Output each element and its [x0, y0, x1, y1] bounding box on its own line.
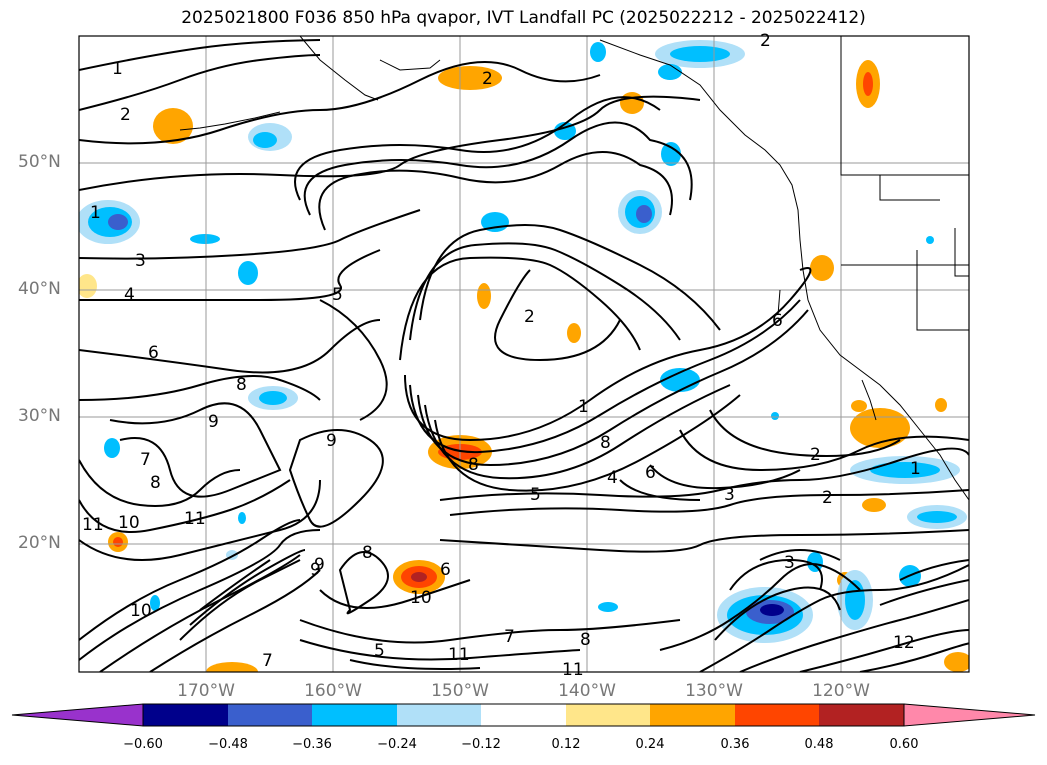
colorbar-segment	[566, 704, 650, 726]
colorbar-segment	[650, 704, 735, 726]
plot-frame	[78, 35, 970, 673]
colorbar-tick-label: 0.36	[720, 737, 750, 752]
contour-label: 9	[310, 560, 321, 580]
colorbar-extend-low	[11, 703, 144, 727]
lon-label-130w: 130°W	[685, 681, 743, 701]
contour-label: 12	[893, 633, 915, 653]
contour-label: 11	[82, 515, 104, 535]
lat-label-20n: 20°N	[18, 533, 61, 553]
contour-label: 6	[645, 463, 656, 483]
colorbar-tick-label: 0.12	[551, 737, 581, 752]
lon-label-170w: 170°W	[177, 681, 235, 701]
lon-label-160w: 160°W	[304, 681, 362, 701]
contour-label: 2	[822, 488, 833, 508]
contour-label: 7	[504, 627, 515, 647]
contour-label: 1	[910, 459, 921, 479]
colorbar-segment	[312, 704, 397, 726]
contour-label: 8	[600, 433, 611, 453]
colorbar-extend-high	[903, 703, 1036, 727]
contour-label: 10	[118, 513, 140, 533]
contour-label: 2	[120, 105, 131, 125]
lat-label-30n: 30°N	[18, 406, 61, 426]
contour-label: 2	[810, 445, 821, 465]
contour-label: 5	[374, 641, 385, 661]
contour-label: 1	[578, 397, 589, 417]
contour-label: 11	[184, 509, 206, 529]
negative-anomaly-shading	[79, 40, 967, 643]
lat-label-50n: 50°N	[18, 152, 61, 172]
contour-label: 6	[148, 343, 159, 363]
coastlines	[179, 36, 969, 501]
colorbar-outline	[142, 703, 905, 727]
contour-label: 8	[236, 375, 247, 395]
colorbar-tick-label: −0.48	[208, 737, 248, 752]
contour-label: 4	[607, 468, 618, 488]
contour-label: 5	[332, 285, 343, 305]
lat-label-40n: 40°N	[18, 279, 61, 299]
contour-label: 11	[562, 660, 584, 680]
contour-label: 2	[760, 31, 771, 51]
colorbar-segment	[481, 704, 566, 726]
lon-label-120w: 120°W	[812, 681, 870, 701]
ivt-contours	[79, 39, 969, 672]
colorbar-tick-label: −0.60	[123, 737, 163, 752]
colorbar-segment	[397, 704, 481, 726]
contour-label: 8	[150, 473, 161, 493]
contour-label: 9	[326, 431, 337, 451]
contour-label: 11	[448, 645, 470, 665]
contour-label: 8	[580, 630, 591, 650]
contour-label: 6	[440, 560, 451, 580]
colorbar-tick-label: −0.12	[461, 737, 501, 752]
colorbar-segment	[228, 704, 312, 726]
colorbar-tick-label: −0.36	[292, 737, 332, 752]
colorbar	[11, 703, 1036, 727]
colorbar-tick-label: −0.24	[377, 737, 417, 752]
colorbar-tick-label: 0.24	[635, 737, 665, 752]
chart-title: 2025021800 F036 850 hPa qvapor, IVT Land…	[181, 8, 866, 28]
contour-label: 9	[208, 412, 219, 432]
contour-label: 9	[314, 555, 325, 575]
contour-label: 4	[124, 285, 135, 305]
contour-label: 7	[262, 651, 273, 671]
field-layer	[79, 36, 969, 672]
colorbar-segment	[819, 704, 904, 726]
lon-label-140w: 140°W	[558, 681, 616, 701]
contour-label: 5	[530, 485, 541, 505]
contour-label: 8	[468, 455, 479, 475]
colorbar-segment	[735, 704, 819, 726]
colorbar-tick-label: 0.60	[889, 737, 919, 752]
lon-label-150w: 150°W	[431, 681, 489, 701]
contour-label: 10	[130, 601, 152, 621]
contour-label: 1	[90, 203, 101, 223]
colorbar-segment	[143, 704, 228, 726]
contour-label: 6	[772, 311, 783, 331]
contour-label: 10	[410, 588, 432, 608]
contour-label: 7	[140, 450, 151, 470]
contour-label: 3	[784, 553, 795, 573]
contour-label: 2	[482, 69, 493, 89]
colorbar-tick-label: 0.48	[804, 737, 834, 752]
contour-label: 8	[362, 543, 373, 563]
contour-label: 1	[112, 59, 123, 79]
contour-label: 3	[135, 251, 146, 271]
positive-anomaly-shading	[79, 60, 969, 672]
contour-label: 3	[724, 485, 735, 505]
contour-label: 2	[524, 307, 535, 327]
contour-label-layer: 1 2 2 1 2 3 4 5 2 6 8 9 1 8 6 4 5 2 3 2 …	[82, 31, 921, 680]
